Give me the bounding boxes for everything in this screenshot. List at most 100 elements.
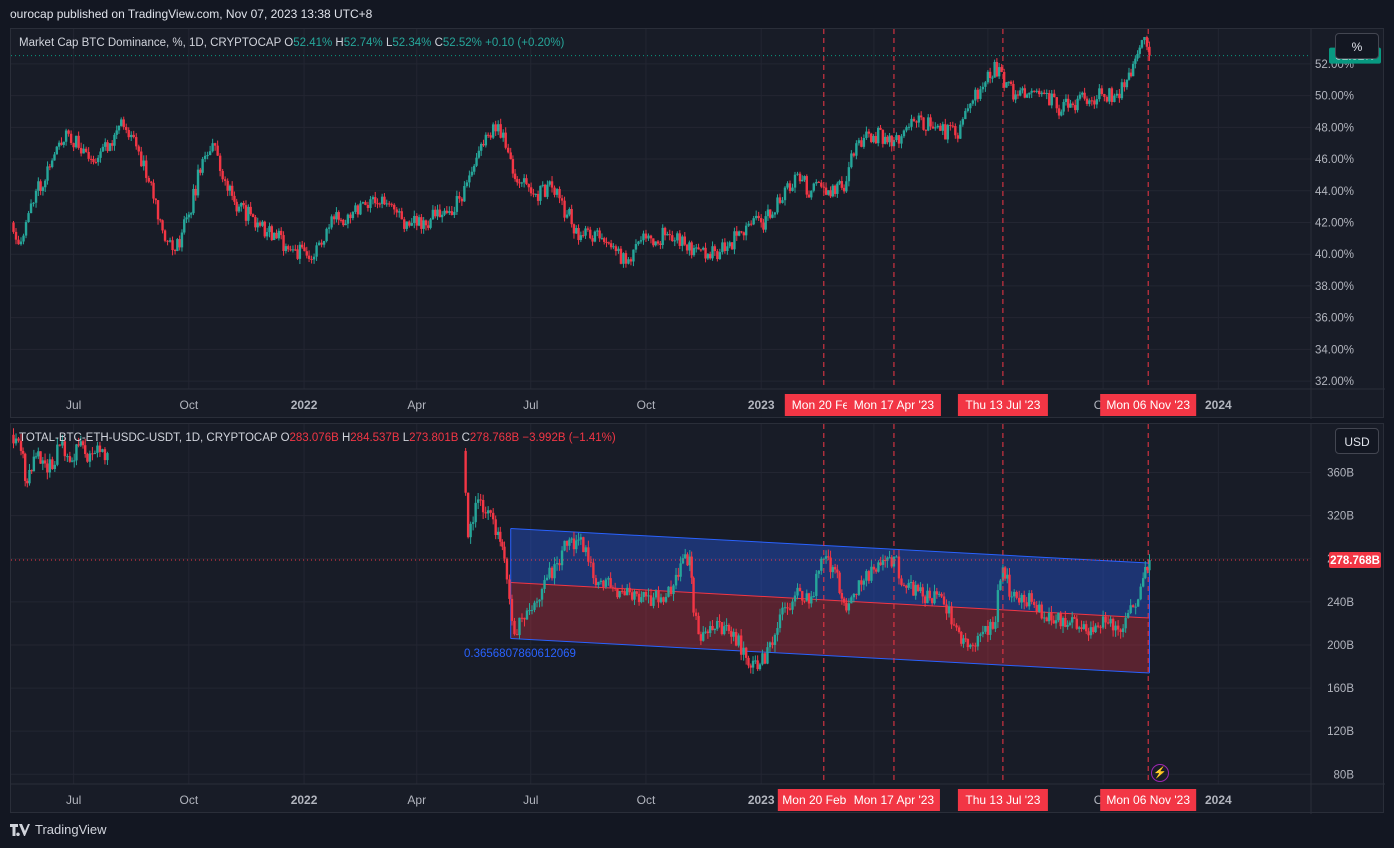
candle bbox=[529, 182, 533, 197]
candle bbox=[609, 572, 612, 588]
candle-body bbox=[744, 225, 748, 236]
candle bbox=[773, 633, 777, 653]
candle bbox=[842, 184, 846, 194]
candle-body bbox=[1055, 97, 1058, 109]
candle bbox=[548, 562, 551, 580]
candle bbox=[805, 174, 808, 198]
candle bbox=[1057, 612, 1060, 623]
candle bbox=[840, 589, 844, 605]
price-axis: 360B320B280B240B200B160B120B80B bbox=[1327, 468, 1354, 782]
candle-body bbox=[228, 185, 232, 191]
candle bbox=[1118, 88, 1121, 103]
candle bbox=[393, 203, 396, 215]
candle bbox=[513, 169, 517, 182]
footer-brand: TradingView bbox=[35, 822, 107, 837]
candle-body bbox=[754, 215, 758, 219]
candle-body bbox=[688, 242, 691, 251]
lightning-alert-icon[interactable]: ⚡ bbox=[1151, 764, 1169, 782]
total-altcap-pane[interactable]: 360B320B280B240B200B160B120B80B278.768BJ… bbox=[10, 423, 1385, 814]
candle bbox=[189, 211, 193, 219]
candle-body bbox=[635, 591, 638, 594]
candle bbox=[550, 566, 554, 581]
candle-body bbox=[420, 217, 423, 229]
candle-body bbox=[664, 596, 668, 602]
candle-body bbox=[890, 557, 893, 567]
percent-scale-button[interactable]: % bbox=[1335, 33, 1379, 59]
candle-body bbox=[883, 136, 887, 144]
candle-body bbox=[886, 557, 889, 561]
candle-body bbox=[130, 134, 133, 138]
candle-body bbox=[838, 572, 841, 593]
candle-body bbox=[310, 258, 313, 260]
btc-dominance-pane[interactable]: 52.00% 50.00% 48.00% 46.00% 44.00% 42.00% 40.0… bbox=[10, 28, 1385, 419]
candle-body bbox=[67, 130, 70, 134]
candle bbox=[618, 591, 621, 599]
candle-body bbox=[298, 244, 302, 259]
candle-body bbox=[147, 177, 150, 182]
price-axis: 52.00%50.00%48.00%46.00%44.00%42.00%40.0… bbox=[1315, 59, 1354, 388]
candle bbox=[986, 70, 990, 85]
candle-body bbox=[479, 143, 483, 151]
candle bbox=[831, 184, 835, 198]
candle-body bbox=[548, 567, 551, 578]
candle-body bbox=[957, 627, 961, 633]
candle-body bbox=[499, 124, 502, 138]
candle-body bbox=[1001, 567, 1005, 581]
candle bbox=[221, 168, 224, 183]
candle-body bbox=[1040, 604, 1043, 619]
candle bbox=[305, 246, 308, 259]
candle-body bbox=[966, 638, 970, 648]
candle bbox=[836, 564, 839, 579]
candle bbox=[947, 601, 951, 618]
candle-body bbox=[434, 209, 437, 217]
candle-body bbox=[520, 182, 524, 184]
candle-body bbox=[831, 567, 835, 573]
candle bbox=[1043, 89, 1046, 95]
candle-body bbox=[543, 184, 547, 197]
date-marker-label: Mon 20 Feb bbox=[784, 394, 863, 416]
candle-body bbox=[807, 593, 811, 604]
last-price-tag: 278.768B bbox=[1329, 552, 1381, 569]
candle bbox=[280, 227, 283, 240]
candle bbox=[952, 618, 956, 627]
candle bbox=[327, 223, 331, 234]
candle-body bbox=[115, 130, 118, 135]
candle bbox=[1025, 93, 1029, 99]
total-altcap-chart[interactable]: 360B320B280B240B200B160B120B80B278.768BJ… bbox=[11, 424, 1385, 814]
candle-body bbox=[960, 632, 963, 644]
candle bbox=[254, 215, 257, 231]
candle-body bbox=[718, 252, 722, 260]
candle bbox=[838, 570, 841, 595]
candle-body bbox=[77, 444, 80, 446]
candle bbox=[732, 628, 735, 642]
candle bbox=[1028, 92, 1031, 99]
candle-body bbox=[716, 621, 719, 629]
candle bbox=[390, 202, 393, 208]
time-axis-label: 2024 bbox=[1205, 793, 1232, 807]
candle-body bbox=[890, 135, 893, 147]
candle bbox=[949, 122, 952, 131]
candle bbox=[1113, 93, 1116, 103]
candle-body bbox=[296, 249, 299, 259]
candle-body bbox=[803, 176, 806, 180]
candle-body bbox=[1066, 625, 1069, 627]
candle bbox=[501, 539, 504, 551]
candle-body bbox=[1083, 92, 1086, 99]
candle bbox=[1003, 566, 1007, 581]
candle bbox=[104, 138, 107, 151]
btc-dominance-chart[interactable]: 52.00%50.00%48.00%46.00%44.00%42.00%40.0… bbox=[11, 29, 1385, 419]
candle-body bbox=[43, 460, 47, 464]
usd-scale-button[interactable]: USD bbox=[1335, 428, 1379, 454]
candle bbox=[240, 202, 243, 212]
candle-body bbox=[683, 236, 686, 245]
candle-body bbox=[546, 184, 549, 197]
candle-body bbox=[572, 224, 576, 234]
candle bbox=[1023, 84, 1027, 99]
legend-high-value: 52.74% bbox=[343, 37, 383, 49]
candle bbox=[1040, 90, 1043, 97]
date-marker-label-bg bbox=[777, 789, 870, 811]
candle-body bbox=[742, 232, 746, 236]
candle-body bbox=[647, 235, 650, 239]
candle bbox=[862, 578, 866, 591]
candle-body bbox=[390, 204, 393, 206]
